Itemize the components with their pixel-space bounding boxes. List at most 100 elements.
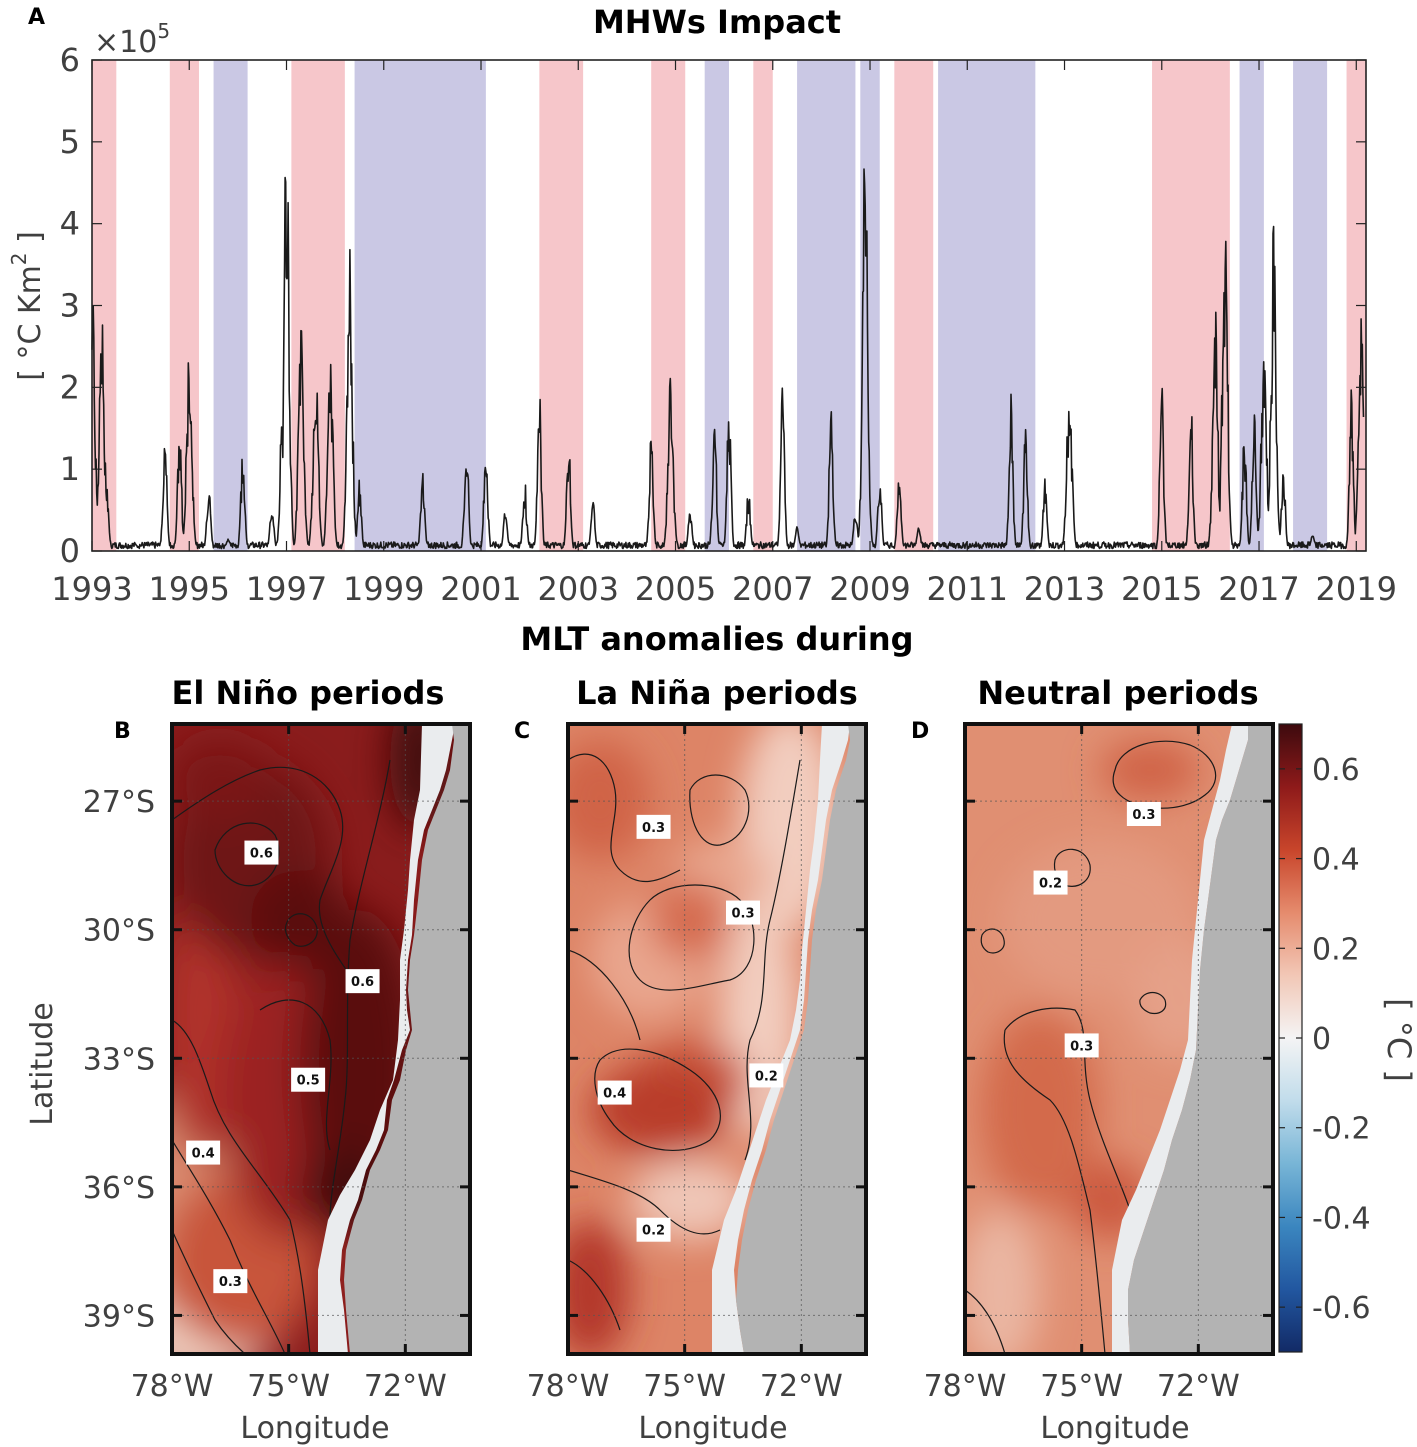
y-tick-label: 5: [60, 123, 80, 161]
panel-c-title: La Niña periods: [576, 674, 858, 712]
panel-a-y-tick-labels: 0 1 2 3 4 5 6: [60, 41, 80, 570]
panel-b: El Niño periods B: [25, 674, 472, 1446]
mhw-impact-series-line: [91, 168, 1365, 550]
svg-text:0.3: 0.3: [1070, 1039, 1093, 1054]
svg-text:0.3: 0.3: [642, 821, 665, 836]
x-tick-label: 75°W: [247, 1369, 330, 1404]
panel-b-gridlines: [172, 724, 470, 1354]
colorbar-tick-label: 0.2: [1312, 932, 1360, 967]
y-tick-label: 30°S: [83, 914, 155, 949]
x-tick-label: 75°W: [1040, 1369, 1123, 1404]
colorbar-tick-label: 0.6: [1312, 753, 1360, 788]
la-nina-span: [1293, 60, 1328, 551]
panel-b-land: [344, 724, 470, 1354]
x-tick-label: 1993: [51, 570, 132, 608]
contour-label: 0.4: [186, 1140, 221, 1165]
svg-text:0.2: 0.2: [1039, 877, 1062, 892]
x-tick-label: 75°W: [643, 1369, 726, 1404]
panel-a-y-axis-label: [ °C Km2 ]: [7, 231, 48, 381]
x-tick-label: 78°W: [131, 1369, 214, 1404]
panel-a-ticks: [91, 59, 1366, 552]
svg-text:0.6: 0.6: [250, 847, 273, 862]
x-tick-label: 2019: [1316, 570, 1397, 608]
x-tick-label: 72°W: [760, 1369, 843, 1404]
y-tick-label: 27°S: [83, 785, 155, 820]
panel-letter-b: B: [114, 719, 131, 744]
colorbar-tick-label: -0.6: [1312, 1291, 1371, 1326]
y-tick-label: 0: [60, 532, 80, 570]
colorbar-ticks: 0.6 0.4 0.2 0 -0.2 -0.4 -0.6: [1279, 753, 1371, 1326]
panel-c-map: 0.3 0.3 0.2 0.4 0.2: [568, 724, 866, 1354]
el-nino-span: [539, 60, 584, 551]
colorbar-label: [ °C ]: [1380, 998, 1417, 1082]
el-nino-span: [894, 60, 934, 551]
contour-label: 0.3: [1126, 802, 1161, 826]
panel-letter-a: A: [28, 5, 45, 30]
contour-label: 0.2: [749, 1063, 784, 1088]
panel-c-frame: [566, 722, 868, 1356]
y-tick-label: 2: [60, 368, 80, 406]
panel-b-map: 0.6 0.6 0.5 0.4 0.3: [172, 724, 470, 1354]
la-nina-span: [354, 60, 486, 551]
svg-text:0.3: 0.3: [731, 907, 754, 922]
el-nino-span: [291, 60, 345, 551]
panel-c-gridlines: [568, 724, 866, 1354]
panel-b-title: El Niño periods: [172, 674, 445, 712]
y-tick-label: 39°S: [83, 1299, 155, 1334]
panel-c-coast-gap: [712, 724, 850, 1354]
panel-b-contours: [172, 759, 391, 1354]
panel-d-map: 0.3 0.2 0.3: [965, 724, 1273, 1354]
contour-label: 0.6: [345, 969, 380, 994]
x-tick-label: 78°W: [924, 1369, 1007, 1404]
panel-d-frame: [963, 722, 1275, 1356]
panel-b-y-tick-labels: 27°S 30°S 33°S 36°S 39°S: [83, 785, 155, 1334]
panel-b-x-tick-labels: 78°W 75°W 72°W: [131, 1369, 447, 1404]
contour-label: 0.4: [597, 1080, 632, 1105]
la-nina-span: [938, 60, 1036, 551]
panel-d-land: [1128, 724, 1273, 1354]
panel-b-x-axis-label: Longitude: [240, 1411, 389, 1446]
panel-d-x-tick-labels: 78°W 75°W 72°W: [924, 1369, 1240, 1404]
enso-period-spans: [92, 60, 1366, 551]
panel-d-coast-gap: [1112, 724, 1250, 1354]
x-tick-label: 2015: [1121, 570, 1202, 608]
y-multiplier-base: ×10: [94, 25, 157, 60]
contour-label: 0.3: [213, 1269, 248, 1294]
panel-a-x-tick-labels: 1993 1995 1997 1999 2001 2003 2005 2007 2009 2011…: [51, 570, 1397, 608]
panel-letter-c: C: [514, 719, 530, 744]
contour-label: 0.2: [636, 1217, 671, 1242]
svg-text:0.4: 0.4: [603, 1087, 626, 1102]
panel-d-x-axis-label: Longitude: [1040, 1411, 1189, 1446]
ylabel-open: [ °C Km: [13, 265, 48, 381]
x-tick-label: 2013: [1024, 570, 1105, 608]
x-tick-label: 1995: [149, 570, 230, 608]
y-tick-label: 3: [60, 287, 80, 325]
panel-b-ticks: [170, 724, 470, 1354]
contour-label: 0.3: [726, 900, 760, 925]
svg-text:0.2: 0.2: [755, 1069, 778, 1084]
panel-b-y-axis-label: Latitude: [25, 1002, 60, 1125]
y-tick-label: 6: [60, 41, 80, 79]
y-tick-label: 33°S: [83, 1042, 155, 1077]
el-nino-span: [169, 60, 199, 551]
x-tick-label: 72°W: [1157, 1369, 1240, 1404]
contour-label: 0.3: [1064, 1033, 1099, 1058]
x-tick-label: 2017: [1218, 570, 1299, 608]
panel-d-contours: [965, 740, 1217, 1354]
contour-label: 0.6: [244, 840, 279, 865]
panel-c-contours: [568, 753, 801, 1331]
panel-d-contour-labels: 0.3 0.2 0.3: [1033, 802, 1161, 1058]
ylabel-sup: 2: [7, 252, 31, 265]
panel-c-ticks: [566, 724, 866, 1354]
x-tick-label: 2001: [440, 570, 521, 608]
el-nino-span: [1152, 60, 1230, 551]
panel-c-x-axis-label: Longitude: [638, 1411, 787, 1446]
y-tick-label: 1: [60, 450, 80, 488]
panel-a-frame: [91, 59, 1367, 552]
panel-c-x-tick-labels: 78°W 75°W 72°W: [527, 1369, 843, 1404]
x-tick-label: 78°W: [527, 1369, 610, 1404]
panel-d-ticks: [963, 724, 1273, 1354]
la-nina-span: [797, 60, 856, 551]
